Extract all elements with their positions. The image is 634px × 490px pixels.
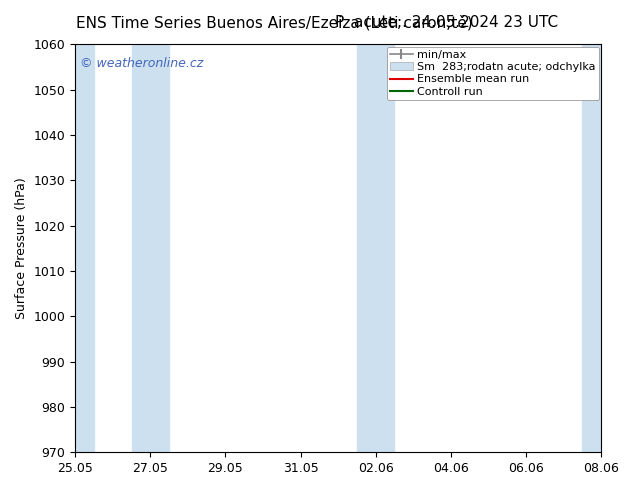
Text: P  acute;. 24.05.2024 23 UTC: P acute;. 24.05.2024 23 UTC xyxy=(335,15,558,30)
Y-axis label: Surface Pressure (hPa): Surface Pressure (hPa) xyxy=(15,177,28,319)
Text: ENS Time Series Buenos Aires/Ezeiza (Leti caron;tě): ENS Time Series Buenos Aires/Ezeiza (Let… xyxy=(76,15,473,30)
Legend: min/max, Sm  283;rodatn acute; odchylka, Ensemble mean run, Controll run: min/max, Sm 283;rodatn acute; odchylka, … xyxy=(387,47,599,100)
Bar xyxy=(357,45,394,452)
Bar xyxy=(131,45,169,452)
Bar xyxy=(75,45,94,452)
Text: © weatheronline.cz: © weatheronline.cz xyxy=(81,57,204,70)
Bar xyxy=(582,45,601,452)
